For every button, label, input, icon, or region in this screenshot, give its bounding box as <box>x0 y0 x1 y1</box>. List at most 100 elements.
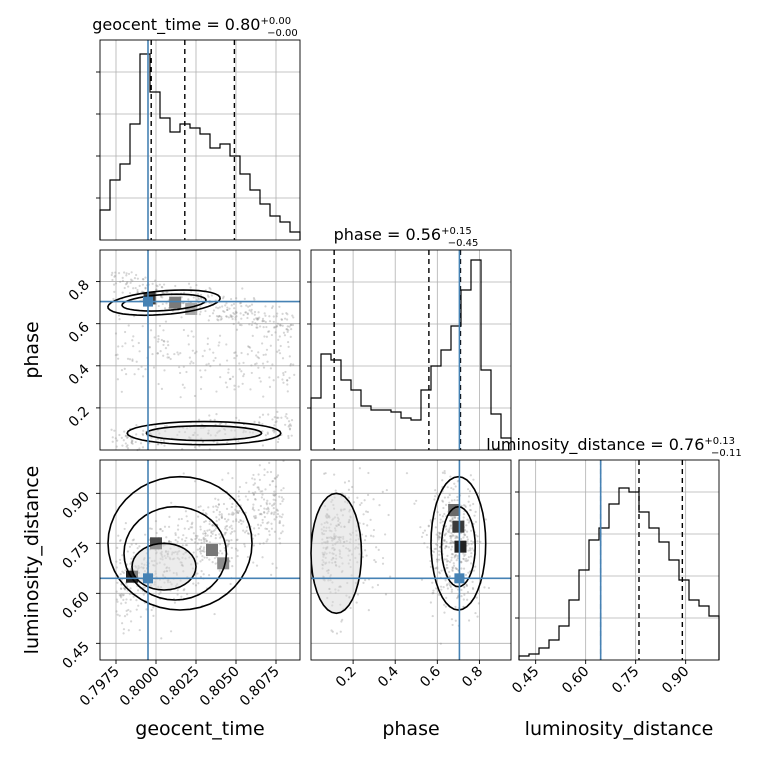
panel-phase-vs-geocent-time-sample-point <box>288 355 291 358</box>
panel-distance-vs-geocent-time-sample-point <box>132 538 135 541</box>
panel-distance-vs-phase-sample-point <box>444 525 447 528</box>
panel-distance-vs-phase-sample-point <box>451 568 454 571</box>
panel-distance-vs-geocent-time-sample-point <box>281 530 284 533</box>
panel-phase-vs-geocent-time-sample-point <box>158 283 161 286</box>
panel-distance-vs-phase-sample-point <box>477 602 480 605</box>
panel-distance-vs-geocent-time-sample-point <box>217 503 221 506</box>
panel-phase-vs-geocent-time-sample-point <box>166 356 169 359</box>
panel-distance-vs-phase-sample-point <box>445 560 449 563</box>
panel-phase-vs-geocent-time-sample-point <box>242 313 245 317</box>
panel-distance-vs-geocent-time-sample-point <box>235 505 238 508</box>
panel-distance-vs-phase-sample-point <box>426 546 429 549</box>
panel-phase-vs-geocent-time-sample-point <box>162 283 166 286</box>
panel-distance-vs-geocent-time-sample-point <box>212 505 215 508</box>
panel-phase-vs-geocent-time-sample-point <box>244 311 247 314</box>
panel-distance-vs-geocent-time-sample-point <box>273 490 276 493</box>
panel-phase-vs-geocent-time-sample-point <box>257 421 261 424</box>
panel-distance-vs-geocent-time-sample-point <box>194 534 197 537</box>
panel-distance-vs-geocent-time-sample-point <box>240 522 243 525</box>
panel-distance-vs-geocent-time-sample-point <box>135 598 138 602</box>
panel-phase-vs-geocent-time-sample-point <box>117 345 120 348</box>
panel-distance-vs-geocent-time-sample-point <box>216 506 219 509</box>
panel-phase-vs-geocent-time-sample-point <box>179 396 182 399</box>
panel-phase-vs-geocent-time-sample-point <box>156 352 159 355</box>
panel-distance-vs-phase-sample-point <box>469 504 472 507</box>
panel-phase-vs-geocent-time-sample-point <box>151 282 154 285</box>
panel-phase-vs-geocent-time-sample-point <box>226 308 229 312</box>
panel-distance-vs-geocent-time-sample-point <box>271 480 274 483</box>
panel-phase-vs-geocent-time-sample-point <box>159 295 163 298</box>
panel-phase-vs-geocent-time-sample-point <box>232 322 235 326</box>
panel-phase-vs-geocent-time-sample-point <box>208 314 211 318</box>
panel-distance-vs-phase-sample-point <box>452 564 456 567</box>
panel-distance-vs-geocent-time-sample-point <box>116 581 119 584</box>
title-geocent_time-sub: −0.00 <box>267 28 298 39</box>
panel-distance-vs-phase-sample-point <box>347 479 351 483</box>
panel-distance-vs-geocent-time-sample-point <box>253 482 257 485</box>
panel-phase-vs-geocent-time-sample-point <box>242 375 245 378</box>
panel-phase-vs-geocent-time-sample-point <box>242 361 245 364</box>
panel-distance-vs-geocent-time-sample-point <box>200 570 203 573</box>
panel-distance-vs-phase-sample-point <box>324 472 327 475</box>
panel-phase-vs-geocent-time-sample-point <box>120 369 124 372</box>
panel-distance-vs-geocent-time-sample-point <box>128 545 132 548</box>
panel-phase-vs-geocent-time-sample-point <box>225 441 229 444</box>
panel-distance-vs-phase-sample-point <box>464 553 467 556</box>
panel-distance-vs-geocent-time-sample-point <box>273 518 276 521</box>
panel-distance-vs-geocent-time-sample-point <box>265 508 268 511</box>
panel-distance-vs-geocent-time-sample-point <box>232 512 236 515</box>
panel-phase-vs-geocent-time-sample-point <box>195 350 198 353</box>
panel-distance-vs-geocent-time-sample-point <box>198 547 202 550</box>
panel-phase-vs-geocent-time-sample-point <box>218 423 221 426</box>
panel-distance-vs-geocent-time-sample-point <box>268 533 271 536</box>
panel-distance-vs-phase-sample-point <box>463 585 466 588</box>
panel-distance-vs-geocent-time-sample-point <box>121 594 124 597</box>
panel-distance-vs-geocent-time-sample-point <box>266 506 270 509</box>
panel-distance-vs-phase-sample-point <box>372 535 375 538</box>
panel-distance-vs-phase-sample-point <box>465 557 468 561</box>
panel-distance-vs-geocent-time-sample-point <box>132 595 135 598</box>
panel-distance-vs-phase-sample-point <box>466 590 470 594</box>
panel-distance-vs-phase-density-cell <box>454 540 467 553</box>
panel-phase-vs-geocent-time-sample-point <box>124 283 128 286</box>
panel-phase-vs-geocent-time-sample-point <box>126 436 129 439</box>
panel-phase-vs-geocent-time-sample-point <box>182 365 185 368</box>
panel-phase-vs-geocent-time-sample-point <box>275 315 278 318</box>
panel-distance-vs-geocent-time-sample-point <box>243 543 246 546</box>
panel-distance-vs-phase-sample-point <box>364 535 368 538</box>
panel-distance-vs-phase-sample-point <box>466 518 469 521</box>
panel-phase-vs-geocent-time-sample-point <box>218 334 222 337</box>
panel-distance-vs-phase-sample-point <box>465 524 468 527</box>
panel-distance-vs-geocent-time-sample-point <box>144 533 147 536</box>
panel-phase-vs-geocent-time-sample-point <box>257 357 261 360</box>
panel-distance-vs-phase-sample-point <box>442 506 445 510</box>
panel-phase-vs-geocent-time-sample-point <box>127 324 130 327</box>
title-geocent_time-main: geocent_time = 0.80 <box>92 15 260 35</box>
panel-distance-vs-phase-sample-point <box>455 567 458 570</box>
panel-distance-vs-geocent-time-sample-point <box>203 540 206 543</box>
panel-phase-vs-geocent-time-sample-point <box>221 305 224 308</box>
panel-distance-vs-geocent-time-sample-point <box>174 532 177 535</box>
panel-distance-vs-geocent-time-sample-point <box>266 522 269 525</box>
panel-distance-vs-geocent-time-sample-point <box>238 498 241 501</box>
panel-phase-vs-geocent-time-sample-point <box>224 381 228 384</box>
panel-phase-vs-geocent-time-sample-point <box>214 356 217 360</box>
panel-phase-vs-geocent-time-sample-point <box>124 434 128 437</box>
panel-distance-vs-geocent-time-sample-point <box>192 532 195 535</box>
panel-phase-vs-geocent-time-sample-point <box>240 317 243 320</box>
panel-distance-vs-geocent-time-sample-point <box>266 538 269 541</box>
panel-phase-vs-geocent-time-sample-point <box>274 331 277 334</box>
panel-phase-vs-geocent-time-sample-point <box>113 275 116 278</box>
panel-phase-vs-geocent-time-sample-point <box>157 338 160 341</box>
panel-distance-vs-phase-sample-point <box>438 536 441 539</box>
panel-distance-vs-geocent-time-sample-point <box>115 598 119 601</box>
panel-distance-vs-phase-sample-point <box>448 570 451 574</box>
panel-phase-vs-geocent-time-sample-point <box>251 312 254 315</box>
panel-distance-vs-phase-sample-point <box>438 532 441 535</box>
panel-distance-vs-geocent-time-sample-point <box>230 538 233 542</box>
panel-distance-vs-geocent-time-sample-point <box>139 615 142 618</box>
panel-distance-vs-phase-sample-point <box>366 493 370 497</box>
panel-phase-vs-geocent-time-sample-point <box>231 315 234 318</box>
panel-distance-vs-geocent-time-sample-point <box>196 572 199 575</box>
panel-phase-vs-geocent-time-sample-point <box>246 313 249 316</box>
